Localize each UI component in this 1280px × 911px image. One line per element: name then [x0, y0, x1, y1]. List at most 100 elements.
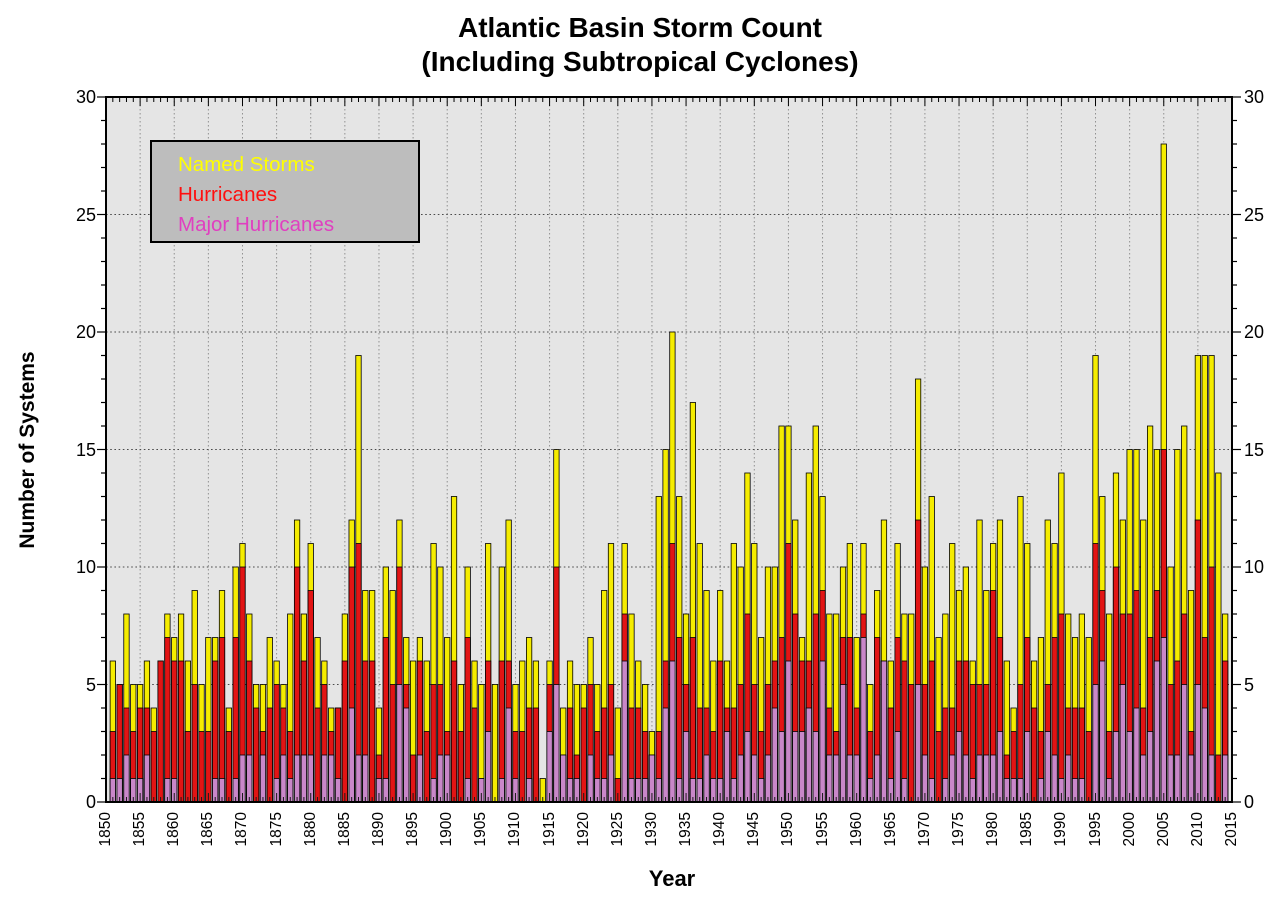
x-tick-label-2015: 2015: [1223, 812, 1240, 847]
bar-group-2004: [1153, 449, 1161, 803]
bar-group-1942: [730, 543, 737, 803]
bar-group-1971: [928, 496, 935, 803]
x-tick-label-1855: 1855: [131, 812, 149, 847]
x-tick-label-2010: 2010: [1188, 812, 1206, 847]
bar-group-1860: [171, 637, 178, 803]
x-tick-label-1870: 1870: [233, 812, 251, 847]
legend-item-major-hurricanes: Major Hurricanes: [178, 213, 335, 236]
bar-group-1897: [423, 660, 430, 803]
bar-group-2012: [1208, 355, 1215, 803]
bar-group-1953: [805, 472, 812, 803]
bar-group-1986: [1030, 660, 1038, 803]
bar-group-1947: [764, 566, 772, 803]
bar-group-1996: [1099, 496, 1106, 803]
bar-group-1990: [1058, 472, 1065, 803]
bar-group-1915: [546, 660, 553, 803]
bar-group-1930: [648, 731, 656, 803]
bar-group-1976: [962, 566, 969, 803]
bar-group-1899: [437, 566, 444, 803]
bar-group-1995: [1092, 355, 1099, 803]
x-tick-label-1880: 1880: [301, 812, 319, 847]
bar-group-1906: [485, 543, 492, 803]
bar-group-1895: [409, 660, 417, 803]
bar-group-1925: [614, 707, 621, 803]
bar-group-1890: [375, 707, 383, 803]
bar-group-1945: [751, 543, 758, 803]
bar-group-1998: [1112, 472, 1120, 803]
bar-group-1878: [293, 519, 301, 803]
bar-group-1994: [1085, 637, 1092, 803]
bar-group-1972: [935, 637, 942, 803]
bar-group-1954: [812, 425, 819, 803]
bar-group-1993: [1078, 613, 1085, 803]
bar-group-2010: [1194, 355, 1201, 803]
bar-group-1865: [205, 637, 212, 803]
bar-group-1879: [300, 613, 308, 803]
bar-group-1968: [908, 613, 915, 803]
bar-group-1885: [341, 613, 348, 803]
bar-group-1980: [990, 543, 997, 803]
bar-group-1912: [526, 637, 533, 803]
x-tick-label-1985: 1985: [1018, 812, 1036, 847]
y-tick-label-left-5: 5: [85, 674, 96, 695]
bar-group-1892: [389, 590, 396, 803]
x-tick-label-2000: 2000: [1120, 812, 1138, 847]
y-tick-label-left-15: 15: [75, 439, 96, 460]
y-tick-label-left-10: 10: [75, 557, 96, 577]
bar-group-1969: [914, 378, 922, 803]
bar-group-1898: [430, 543, 437, 803]
bar-group-1977: [969, 660, 976, 803]
bar-group-1863: [191, 590, 198, 803]
bar-group-1975: [955, 590, 963, 803]
bar-group-2002: [1140, 519, 1147, 803]
bar-group-1931: [655, 496, 662, 803]
bar-group-1908: [498, 566, 505, 803]
bar-group-1881: [314, 637, 321, 803]
bar-group-1887: [355, 355, 362, 803]
bar-group-1905: [478, 684, 485, 803]
bar-group-1973: [942, 613, 949, 803]
bar-group-1955: [819, 496, 826, 803]
bar-group-1886: [348, 519, 355, 803]
x-tick-label-1860: 1860: [165, 812, 183, 847]
y-tick-label-right-20: 20: [1244, 322, 1265, 342]
legend-item-named-storms: Named Storms: [178, 153, 315, 176]
y-tick-label-right-10: 10: [1244, 557, 1265, 577]
bar-group-2008: [1181, 425, 1188, 803]
bar-group-1939: [710, 660, 717, 803]
bar-group-1853: [123, 613, 130, 803]
bar-group-1999: [1119, 519, 1126, 803]
bar-group-1918: [566, 660, 574, 803]
y-tick-label-right-5: 5: [1244, 674, 1255, 695]
x-tick-label-1950: 1950: [779, 812, 797, 847]
bar-group-1916: [553, 449, 560, 803]
bar-group-1875: [273, 660, 280, 803]
bar-group-1956: [826, 613, 833, 803]
bar-group-1935: [682, 613, 690, 803]
bar-group-1992: [1071, 637, 1079, 803]
bar-group-1938: [703, 590, 710, 803]
bar-group-1902: [457, 684, 464, 803]
x-tick-label-1890: 1890: [369, 812, 387, 847]
bar-group-2013: [1215, 472, 1222, 803]
bar-group-1988: [1044, 519, 1051, 803]
bar-group-2000: [1126, 449, 1133, 803]
x-tick-label-1925: 1925: [608, 812, 626, 847]
bar-group-1978: [976, 519, 983, 803]
bar-group-1989: [1051, 543, 1058, 803]
bar-group-1871: [246, 613, 253, 803]
bar-group-1917: [560, 707, 567, 803]
y-tick-label-right-30: 30: [1244, 87, 1265, 107]
x-tick-label-1910: 1910: [506, 812, 524, 847]
bar-group-1981: [996, 519, 1004, 803]
x-tick-label-1975: 1975: [950, 812, 968, 847]
x-tick-label-1885: 1885: [335, 812, 353, 847]
x-tick-label-1920: 1920: [574, 812, 592, 847]
bar-group-1894: [403, 637, 410, 803]
x-tick-label-2005: 2005: [1154, 812, 1172, 847]
bar-group-1921: [587, 637, 594, 803]
bar-group-1872: [253, 684, 260, 803]
bar-group-1907: [491, 684, 499, 803]
